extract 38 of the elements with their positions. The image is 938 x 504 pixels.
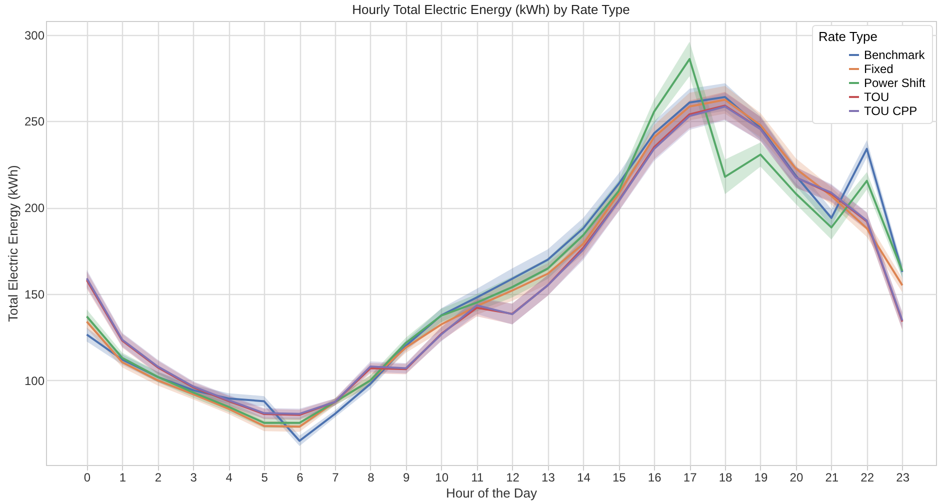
y-tick-label: 100 (24, 374, 45, 388)
x-tick-label: 3 (190, 470, 198, 484)
x-tick-label: 2 (154, 470, 162, 484)
x-tick-label: 23 (896, 470, 910, 484)
x-tick-label: 7 (332, 470, 340, 484)
x-tick-label: 13 (542, 470, 556, 484)
y-tick-label: 250 (24, 114, 45, 129)
y-tick-label: 150 (24, 287, 45, 302)
x-tick-label: 14 (577, 470, 591, 484)
x-tick-label: 0 (84, 470, 91, 484)
x-tick-label: 19 (754, 470, 768, 484)
x-tick-label: 1 (119, 470, 126, 484)
x-tick-label: 16 (648, 470, 662, 484)
x-tick-label: 9 (403, 470, 410, 484)
x-tick-label: 15 (612, 470, 626, 484)
y-tick-label: 200 (24, 201, 45, 216)
legend-label: TOU (864, 90, 890, 104)
legend-label: Power Shift (864, 76, 926, 90)
x-tick-label: 17 (683, 470, 698, 484)
x-tick-label: 18 (718, 470, 733, 484)
x-tick-label: 10 (435, 470, 449, 484)
x-tick-label: 4 (226, 470, 233, 484)
x-tick-label: 22 (860, 470, 874, 484)
chart-title: Hourly Total Electric Energy (kWh) by Rate Type (352, 2, 630, 17)
legend-label: TOU CPP (864, 104, 918, 118)
x-tick-label: 12 (506, 470, 520, 484)
x-tick-label: 5 (261, 470, 268, 484)
y-axis-title: Total Electric Energy (kWh) (5, 165, 20, 322)
x-axis-title: Hour of the Day (446, 486, 538, 500)
legend-label: Fixed (864, 62, 894, 76)
y-tick-label: 300 (24, 28, 45, 42)
x-tick-label: 21 (825, 470, 839, 484)
x-tick-label: 6 (296, 470, 304, 484)
legend-label: Benchmark (864, 48, 926, 62)
legend-title: Rate Type (818, 29, 878, 44)
x-tick-label: 20 (790, 470, 804, 484)
x-tick-label: 11 (471, 470, 484, 484)
x-tick-label: 8 (368, 470, 375, 484)
